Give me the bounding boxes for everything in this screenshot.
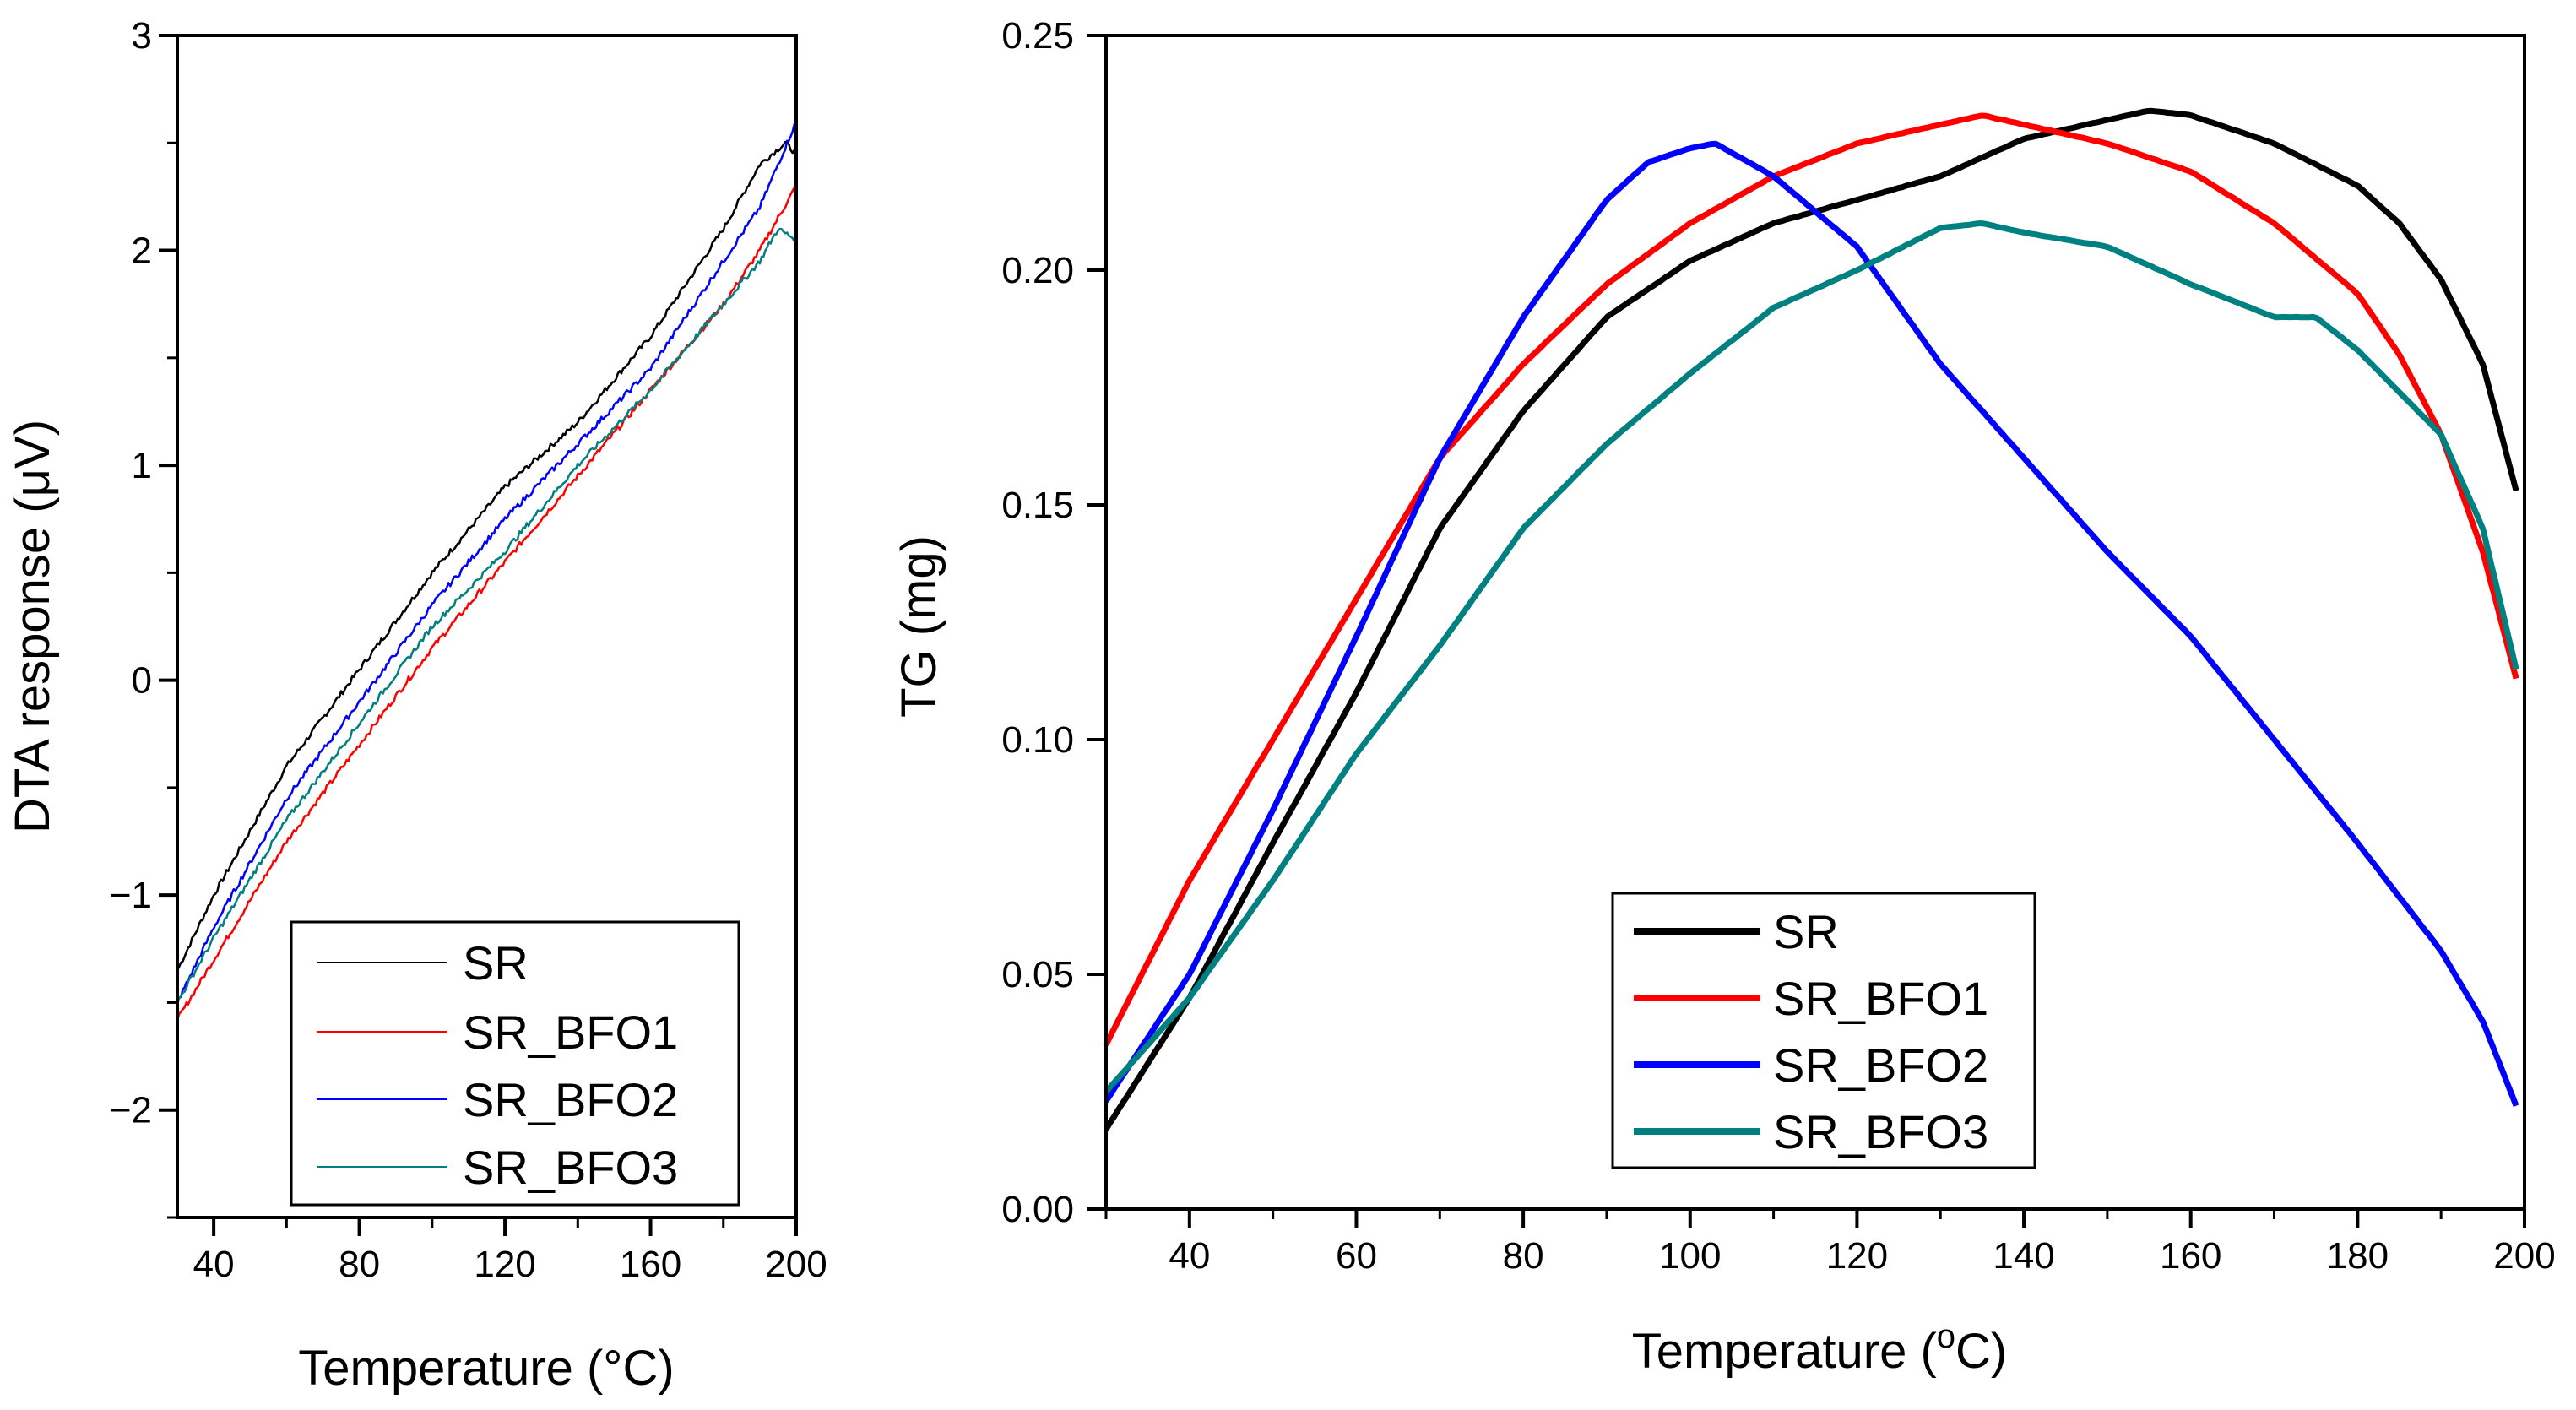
dta-ticks-layer: 40 80 120 160 200 −2 −1 0 1 2 3: [110, 15, 827, 1285]
tg-y-tick-label: 0.00: [1001, 1189, 1074, 1230]
tg-series-sr-bfo1: [1103, 112, 2519, 1046]
tg-y-tick-label: 0.15: [1001, 485, 1074, 526]
dta-legend: SR SR_BFO1 SR_BFO2 SR_BFO3: [290, 920, 740, 1207]
tg-series-sr-bfo2: [1104, 140, 2519, 1107]
tg-y-tick-label: 0.25: [1001, 15, 1074, 57]
tg-plot-frame: [1104, 34, 2526, 1211]
dta-x-tick-label: 120: [474, 1244, 535, 1285]
tg-x-tick-label: 140: [1993, 1235, 2054, 1277]
tg-ticks-layer: 40 60 80 100 120 140 160 180 200 0.00 0.05 0.10 0.15…: [1001, 15, 2555, 1277]
tg-x-tick-label: 40: [1169, 1235, 1210, 1277]
tg-x-tick-label: 180: [2327, 1235, 2389, 1277]
dta-x-tick-label: 80: [339, 1244, 380, 1285]
dta-y-tick-label: 0: [132, 660, 152, 702]
tg-y-tick-label: 0.20: [1001, 250, 1074, 291]
legend-label-sr-bfo1: SR_BFO1: [463, 1006, 678, 1059]
dta-series-sr: [176, 140, 798, 971]
tg-x-tick-label: 120: [1826, 1235, 1888, 1277]
tg-legend-label-sr-bfo3: SR_BFO3: [1773, 1105, 1988, 1158]
tg-series-layer: [1103, 107, 2519, 1131]
tg-x-tick-label: 160: [2160, 1235, 2221, 1277]
tg-x-axis-title-tail: C): [1955, 1324, 2007, 1379]
dta-x-tick-label: 40: [193, 1244, 235, 1285]
tg-legend: SR SR_BFO1 SR_BFO2 SR_BFO3: [1611, 892, 2036, 1169]
legend-label-sr: SR: [463, 936, 529, 990]
tg-legend-label-sr: SR: [1773, 905, 1839, 958]
dta-series-sr-bfo2: [176, 121, 798, 1003]
tg-chart: 40 60 80 100 120 140 160 180 200 0.00 0.05 0.10 0.15…: [892, 15, 2556, 1379]
dta-y-tick-label: −2: [110, 1090, 152, 1131]
tg-series-sr: [1104, 107, 2519, 1131]
legend-label-sr-bfo2: SR_BFO2: [463, 1073, 678, 1126]
dta-y-tick-label: 2: [132, 230, 152, 272]
dta-y-tick-label: −1: [110, 875, 152, 916]
tg-x-tick-label: 100: [1659, 1235, 1721, 1277]
dta-legend-box: [290, 920, 740, 1207]
dta-y-axis-title: DTA response (μV): [5, 420, 60, 833]
tg-x-axis-title-sup: o: [1937, 1318, 1955, 1355]
dta-y-tick-label: 3: [132, 15, 152, 57]
dta-x-axis-title: Temperature (°C): [298, 1341, 674, 1396]
tg-legend-box: [1611, 892, 2036, 1169]
dta-x-tick-label: 200: [765, 1244, 827, 1285]
tg-series-sr-bfo3: [1104, 220, 2519, 1094]
tg-y-tick-label: 0.05: [1001, 954, 1074, 995]
tg-x-tick-label: 60: [1336, 1235, 1377, 1277]
dta-series-sr-bfo3: [176, 227, 797, 1004]
tg-x-axis-title-main: Temperature (: [1632, 1324, 1937, 1379]
dta-series-layer: [176, 121, 798, 1021]
tg-x-axis-title: Temperature (oC): [1632, 1318, 2007, 1379]
dta-x-tick-label: 160: [620, 1244, 681, 1285]
legend-label-sr-bfo3: SR_BFO3: [463, 1141, 678, 1194]
dta-plot-frame: [176, 34, 798, 1219]
tg-x-tick-label: 80: [1503, 1235, 1544, 1277]
tg-legend-label-sr-bfo2: SR_BFO2: [1773, 1039, 1988, 1092]
dta-y-tick-label: 1: [132, 445, 152, 486]
tg-y-tick-label: 0.10: [1001, 719, 1074, 761]
tg-x-tick-label: 200: [2493, 1235, 2555, 1277]
tg-legend-label-sr-bfo1: SR_BFO1: [1773, 972, 1988, 1025]
tg-y-axis-title: TG (mg): [892, 535, 946, 718]
